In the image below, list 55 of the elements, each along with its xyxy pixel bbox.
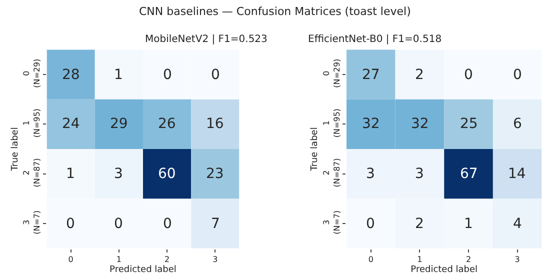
data-label: 16: [206, 116, 224, 132]
data-label: 32: [411, 116, 429, 132]
x-tick-label: 0: [368, 255, 374, 264]
y-tick-label: 0 (N=29): [322, 58, 342, 88]
y-tick-label: 3 (N=7): [322, 210, 342, 234]
data-label: 28: [62, 67, 80, 83]
text: CNN baselines — Confusion Matrices (toast level): [139, 5, 411, 18]
y-tick-label: 2 (N=87): [22, 158, 42, 188]
data-label: 2: [415, 67, 424, 83]
x-tick-label: 1: [116, 255, 122, 264]
data-label: 32: [362, 116, 380, 132]
data-label: 2: [415, 216, 424, 232]
data-label: 29: [110, 116, 128, 132]
data-label: 0: [163, 67, 172, 83]
data-label: 14: [508, 166, 526, 182]
chart-title: EfficientNet-B0 | F1=0.518: [308, 34, 442, 45]
data-label: 25: [460, 116, 478, 132]
data-label: 0: [464, 67, 473, 83]
data-label: 3: [415, 166, 424, 182]
data-label: 67: [460, 166, 478, 182]
data-label: 1: [464, 216, 473, 232]
data-label: 27: [362, 67, 380, 83]
data-label: 3: [114, 166, 123, 182]
data-label: 6: [513, 116, 522, 132]
y-tick-label: 2 (N=87): [322, 158, 342, 188]
chart-title: MobileNetV2 | F1=0.523: [145, 34, 268, 45]
y-tick-label: 3 (N=7): [22, 210, 42, 234]
data-label: 4: [513, 216, 522, 232]
x-tick-label: 1: [417, 255, 422, 264]
y-tick-label: 1 (N=95): [322, 108, 342, 138]
data-label: 0: [513, 67, 522, 83]
x-tick-label: 2: [164, 255, 170, 264]
y-tick-label: 1 (N=95): [22, 108, 42, 138]
x-axis-title: Predicted label: [410, 264, 478, 275]
y-tick-label: 0 (N=29): [22, 58, 42, 88]
data-label: 60: [158, 166, 176, 182]
data-label: 0: [366, 216, 375, 232]
data-label: 0: [211, 67, 220, 83]
data-label: 0: [66, 216, 75, 232]
data-label: 3: [366, 166, 375, 182]
x-tick-label: 0: [68, 255, 74, 264]
data-label: 1: [114, 67, 123, 83]
y-axis-title: True label: [310, 127, 320, 172]
x-tick-label: 2: [466, 255, 472, 264]
data-label: 0: [163, 216, 172, 232]
x-tick-label: 3: [212, 255, 218, 264]
data-label: 0: [114, 216, 123, 232]
x-axis-title: Predicted label: [110, 264, 176, 275]
data-label: 1: [66, 166, 75, 182]
x-tick-label: 3: [514, 255, 520, 264]
data-label: 26: [158, 116, 176, 132]
y-axis-title: True label: [10, 127, 20, 172]
data-label: 7: [211, 216, 220, 232]
data-label: 24: [62, 116, 80, 132]
data-label: 23: [206, 166, 224, 182]
